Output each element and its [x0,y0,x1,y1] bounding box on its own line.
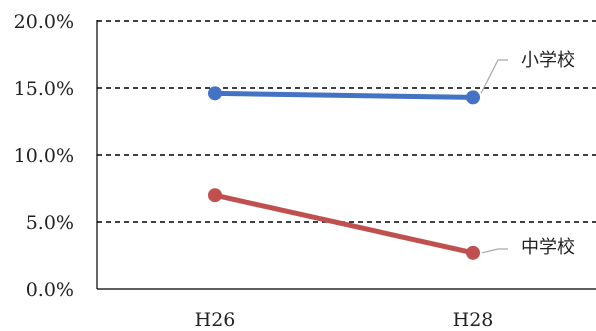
series-0-leader-line [480,59,508,94]
series-1-point-1 [466,245,480,260]
series-label-0: 小学校 [521,50,575,71]
series-0-point-1 [466,90,480,105]
y-tick-labels: 0.0% 5.0% 10.0% 15.0% 20.0% [14,11,74,301]
y-tick-label-2: 10.0% [14,145,74,167]
y-tick-label-1: 5.0% [26,212,74,234]
series-0-point-0 [208,86,222,101]
axes [96,20,596,290]
y-tick-label-4: 20.0% [14,11,74,33]
series-1-leader-line [481,248,508,254]
y-tick-label-0: 0.0% [26,279,74,301]
series-group [208,86,480,260]
gridlines [97,20,596,223]
series-line-1 [214,192,474,256]
series-1-point-0 [208,188,222,203]
x-tick-labels: H26 H28 [195,309,494,331]
series-label-1: 中学校 [521,237,575,258]
x-tick-label-1: H28 [453,309,494,331]
series-line-0 [214,90,474,100]
y-tick-label-3: 15.0% [14,78,74,100]
x-tick-label-0: H26 [195,309,236,331]
